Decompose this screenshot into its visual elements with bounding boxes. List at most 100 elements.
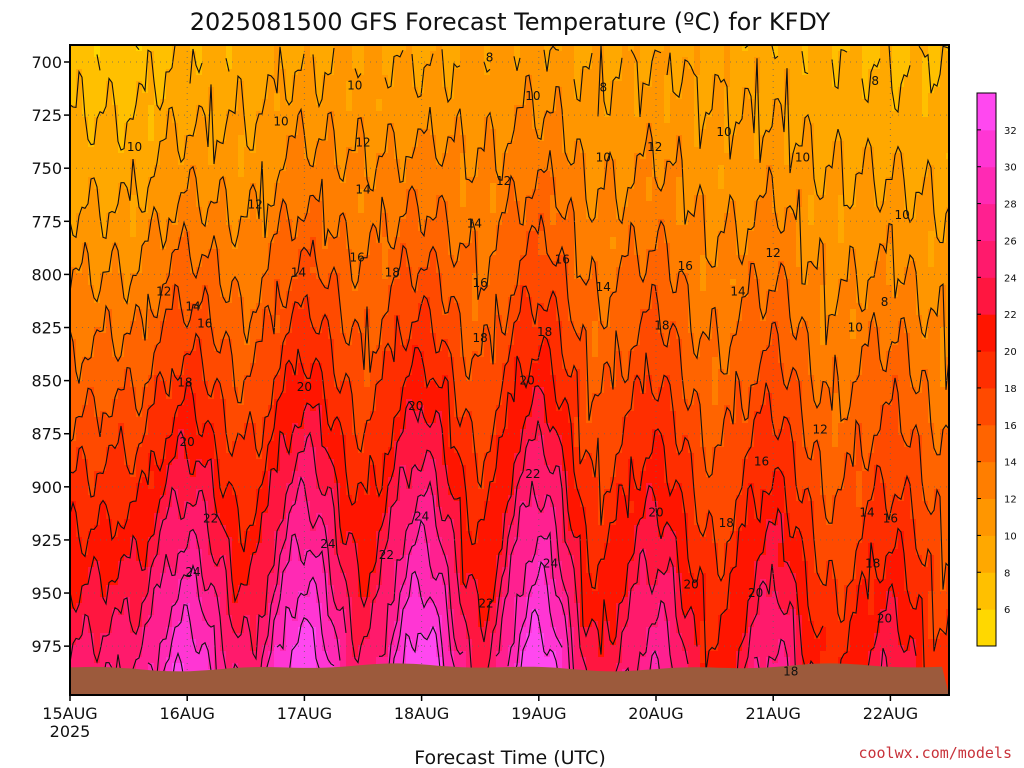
contour-label: 24 — [320, 537, 335, 551]
contour-label: 24 — [543, 556, 558, 570]
contour-label: 18 — [537, 325, 552, 339]
colorbar-swatch — [977, 129, 996, 168]
contour-label: 10 — [795, 151, 810, 165]
x-tick-label: 17AUG — [277, 704, 332, 723]
y-tick-label: 725 — [31, 106, 62, 125]
contour-label: 20 — [748, 586, 763, 600]
colorbar-tick-label: 16 — [1004, 421, 1017, 432]
colorbar-swatch — [977, 535, 996, 573]
contour-label: 12 — [647, 140, 662, 154]
contour-label: 10 — [525, 89, 540, 103]
colorbar-tick-label: 26 — [1004, 236, 1017, 247]
x-tick-label: 19AUG — [511, 704, 566, 723]
contour-label: 14 — [355, 182, 370, 196]
colorbar-tick-label: 32 — [1004, 126, 1017, 137]
colorbar-swatch — [977, 387, 996, 426]
isotherm-contours — [70, 45, 949, 695]
x-tick-label: 21AUG — [745, 704, 800, 723]
colorbar-swatch — [977, 351, 996, 389]
contour-label: 18 — [654, 318, 669, 332]
contour-label: 16 — [555, 253, 570, 267]
colorbar-tick-label: 8 — [1004, 568, 1010, 579]
x-axis-label: Forecast Time (UTC) — [414, 747, 605, 768]
contour-label: 8 — [486, 51, 494, 65]
contour-label: 14 — [291, 265, 306, 279]
colorbar-swatch — [977, 498, 996, 536]
colorbar-swatch — [977, 314, 996, 352]
y-tick-label: 700 — [31, 53, 62, 72]
colorbar-swatch — [977, 93, 996, 131]
contour-label: 20 — [180, 435, 195, 449]
colorbar-swatch — [977, 240, 996, 278]
contour-label: 20 — [684, 578, 699, 592]
colorbar-swatch — [977, 203, 996, 241]
contour-label: 16 — [197, 316, 212, 330]
y-tick-label: 825 — [31, 319, 62, 338]
contour-label: 12 — [496, 174, 511, 188]
contour-label: 14 — [730, 284, 745, 298]
contour-label: 10 — [848, 321, 863, 335]
y-axis: 700 725 750 775 800 825 850 875 900 925 950 975 — [31, 53, 70, 656]
colorbar-swatch — [977, 166, 996, 205]
contour-label: 16 — [678, 259, 693, 273]
contour-label: 14 — [185, 299, 200, 313]
contour-label: 8 — [871, 74, 879, 88]
contour-label: 12 — [812, 422, 827, 436]
x-tick-sublabel: 2025 — [50, 722, 91, 741]
x-tick-label: 16AUG — [159, 704, 214, 723]
contour-label: 20 — [297, 380, 312, 394]
contour-label: 20 — [877, 612, 892, 626]
colorbar-tick-label: 14 — [1004, 458, 1017, 469]
chart-title: 2025081500 GFS Forecast Temperature (ºC)… — [190, 8, 831, 36]
contour-label: 10 — [273, 114, 288, 128]
x-tick-label: 15AUG — [42, 704, 97, 723]
credit-link[interactable]: coolwx.com/models — [858, 744, 1012, 762]
contour-label: 18 — [783, 665, 798, 679]
contour-label: 22 — [379, 548, 394, 562]
y-tick-label: 775 — [31, 212, 62, 231]
colorbar-tick-label: 10 — [1004, 531, 1017, 542]
contour-label: 12 — [766, 246, 781, 260]
y-tick-label: 875 — [31, 425, 62, 444]
contour-label: 10 — [127, 140, 142, 154]
contour-label: 10 — [716, 125, 731, 139]
contour-label: 20 — [408, 399, 423, 413]
contour-label: 12 — [156, 284, 171, 298]
colorbar-tick-label: 24 — [1004, 273, 1017, 284]
contour-label: 18 — [865, 556, 880, 570]
colorbar-tick-label: 30 — [1004, 163, 1017, 174]
grid-lines — [70, 45, 949, 695]
colorbar-swatch — [977, 424, 996, 463]
contour-label: 24 — [414, 510, 429, 524]
y-tick-label: 750 — [31, 159, 62, 178]
y-tick-label: 925 — [31, 531, 62, 550]
colorbar-tick-label: 20 — [1004, 347, 1017, 358]
colorbar-tick-label: 6 — [1004, 605, 1010, 616]
contour-label: 18 — [473, 331, 488, 345]
contour-label: 16 — [349, 250, 364, 264]
x-tick-label: 20AUG — [628, 704, 683, 723]
colorbar-swatch — [977, 461, 996, 500]
contour-label: 10 — [596, 151, 611, 165]
contour-label: 12 — [248, 197, 263, 211]
plot-frame — [69, 44, 950, 696]
contour-label: 8 — [881, 295, 889, 309]
y-tick-label: 975 — [31, 637, 62, 656]
colorbar-frame — [976, 92, 997, 647]
colorbar: 32 30 28 26 24 22 20 18 16 14 12 10 8 6 — [976, 92, 1017, 647]
x-tick-label: 18AUG — [394, 704, 449, 723]
colorbar-tick-label: 22 — [1004, 310, 1017, 321]
y-tick-label: 800 — [31, 265, 62, 284]
contour-label: 22 — [478, 597, 493, 611]
contour-label: 18 — [385, 265, 400, 279]
y-tick-label: 900 — [31, 478, 62, 497]
colorbar-swatch — [977, 572, 996, 610]
contour-label: 24 — [185, 565, 200, 579]
contour-label: 22 — [203, 512, 218, 526]
ground — [70, 663, 949, 695]
contour-label: 14 — [467, 216, 482, 230]
contour-labels: 8 8 8 10 10 10 10 10 10 10 10 12 12 12 12 12 12 14 14 14 14 1… — [127, 51, 910, 679]
colorbar-swatch — [977, 277, 996, 315]
